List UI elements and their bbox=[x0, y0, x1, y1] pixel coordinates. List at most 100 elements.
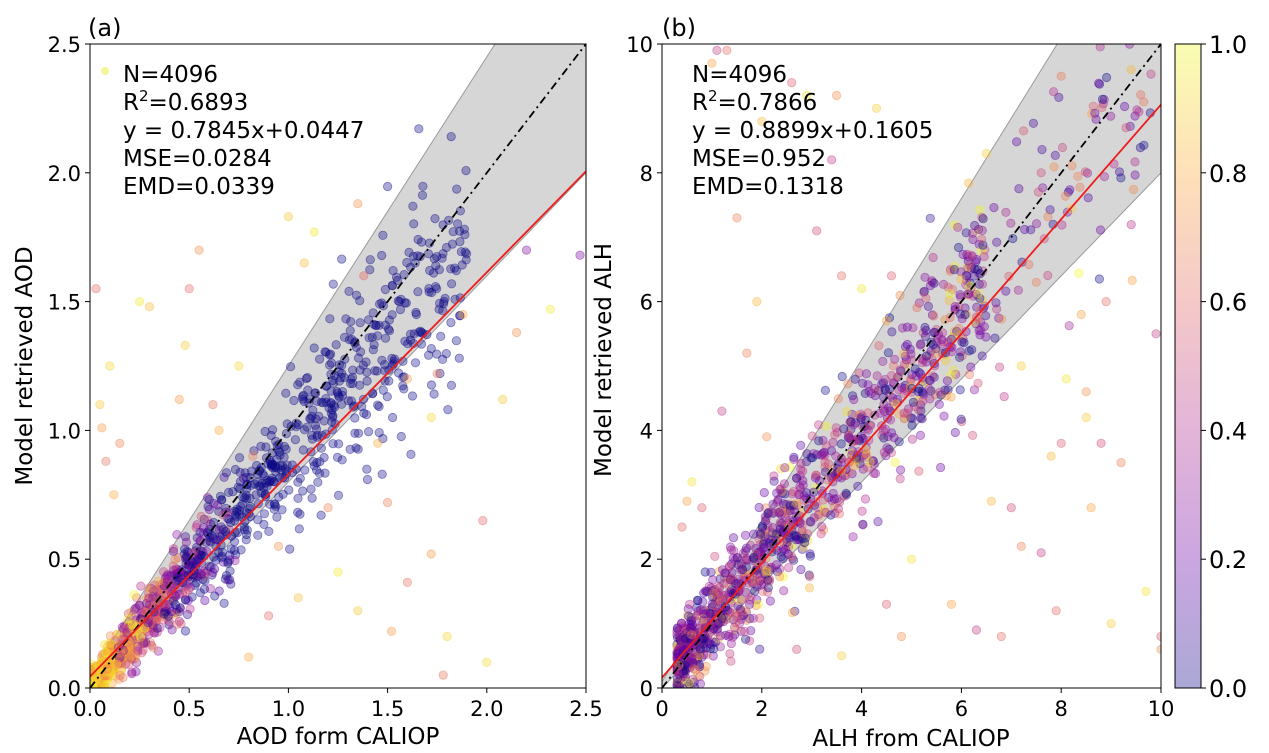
scatter-point bbox=[93, 680, 103, 688]
scatter-point bbox=[1050, 150, 1060, 160]
scatter-point bbox=[208, 399, 218, 410]
scatter-point bbox=[336, 372, 346, 383]
scatter-point bbox=[1036, 548, 1046, 558]
scatter-point bbox=[181, 537, 191, 547]
scatter-point bbox=[161, 606, 171, 617]
scatter-point bbox=[265, 499, 275, 509]
scatter-point bbox=[750, 586, 760, 596]
panel-a-stat-equation: y = 0.7845x+0.0447 bbox=[123, 118, 364, 144]
scatter-point bbox=[115, 658, 125, 669]
scatter-point bbox=[146, 622, 157, 633]
scatter-point bbox=[124, 646, 134, 656]
scatter-point bbox=[271, 501, 281, 511]
scatter-point bbox=[269, 504, 279, 514]
scatter-point bbox=[776, 483, 787, 493]
scatter-point bbox=[225, 555, 235, 565]
scatter-point bbox=[386, 626, 397, 636]
scatter-point bbox=[295, 509, 305, 519]
scatter-point bbox=[1111, 11, 1119, 19]
scatter-point bbox=[796, 483, 806, 494]
x-tick-label: 1.5 bbox=[371, 697, 404, 721]
scatter-point bbox=[1138, 16, 1146, 24]
scatter-point bbox=[172, 619, 182, 629]
scatter-point bbox=[888, 361, 899, 371]
scatter-point bbox=[431, 284, 442, 294]
scatter-point bbox=[410, 258, 420, 268]
scatter-point bbox=[1074, 268, 1084, 278]
scatter-point bbox=[124, 640, 134, 651]
scatter-point bbox=[281, 428, 291, 439]
scatter-point bbox=[199, 514, 209, 524]
scatter-point bbox=[164, 599, 174, 609]
scatter-point bbox=[973, 224, 984, 234]
scatter-point bbox=[156, 600, 166, 611]
scatter-point bbox=[448, 227, 458, 237]
scatter-point bbox=[396, 294, 406, 304]
scatter-point bbox=[986, 496, 996, 506]
panel-b-label: (b) bbox=[662, 14, 696, 42]
scatter-point bbox=[437, 253, 447, 263]
scatter-point bbox=[355, 318, 365, 328]
scatter-point bbox=[106, 658, 116, 668]
scatter-point bbox=[340, 354, 350, 364]
scatter-point bbox=[879, 447, 889, 457]
scatter-point bbox=[200, 568, 210, 578]
scatter-point bbox=[163, 611, 173, 621]
scatter-point bbox=[402, 374, 412, 384]
scatter-point bbox=[377, 355, 387, 365]
scatter-point bbox=[93, 670, 103, 680]
scatter-point bbox=[269, 477, 279, 487]
panel-b-stat-r2: R2=0.7866 bbox=[692, 87, 817, 116]
scatter-point bbox=[857, 506, 867, 516]
scatter-point bbox=[946, 599, 957, 609]
scatter-point bbox=[396, 431, 406, 442]
scatter-point bbox=[813, 420, 824, 430]
scatter-point bbox=[314, 354, 325, 364]
scatter-point bbox=[219, 472, 229, 482]
scatter-point bbox=[170, 591, 180, 601]
scatter-point bbox=[311, 414, 321, 424]
scatter-point bbox=[346, 316, 356, 327]
scatter-point bbox=[675, 660, 686, 670]
scatter-point bbox=[90, 664, 100, 674]
scatter-point bbox=[351, 443, 361, 453]
scatter-point bbox=[200, 576, 210, 586]
scatter-point bbox=[138, 645, 148, 655]
scatter-point bbox=[126, 643, 136, 653]
scatter-point bbox=[324, 350, 335, 360]
scatter-point bbox=[320, 468, 330, 478]
scatter-point bbox=[127, 654, 137, 664]
x-tick-label: 0 bbox=[655, 697, 668, 721]
scatter-point bbox=[131, 603, 141, 613]
scatter-point bbox=[778, 572, 789, 582]
scatter-point bbox=[103, 662, 113, 672]
scatter-point bbox=[131, 615, 141, 625]
panel-a-stat-emd: EMD=0.0339 bbox=[123, 174, 275, 200]
scatter-point bbox=[199, 571, 209, 582]
scatter-point bbox=[116, 653, 126, 663]
scatter-point bbox=[337, 254, 347, 264]
scatter-point bbox=[382, 497, 393, 508]
scatter-point bbox=[133, 646, 143, 656]
panel-a-lines bbox=[90, 44, 586, 688]
scatter-point bbox=[143, 621, 153, 631]
scatter-point bbox=[1141, 586, 1151, 597]
scatter-point bbox=[206, 562, 216, 572]
scatter-point bbox=[315, 457, 325, 467]
scatter-point bbox=[848, 532, 858, 542]
scatter-point bbox=[266, 430, 276, 441]
scatter-point bbox=[139, 623, 149, 633]
scatter-point bbox=[446, 380, 457, 390]
scatter-point bbox=[116, 648, 126, 658]
scatter-point bbox=[97, 653, 107, 664]
scatter-point bbox=[293, 593, 303, 603]
scatter-point bbox=[457, 260, 467, 270]
scatter-point bbox=[126, 607, 137, 617]
scatter-point bbox=[686, 616, 696, 626]
scatter-point bbox=[232, 504, 242, 514]
scatter-point bbox=[398, 372, 408, 382]
scatter-point bbox=[119, 646, 130, 656]
scatter-point bbox=[334, 392, 344, 402]
scatter-point bbox=[945, 288, 955, 299]
scatter-point bbox=[1033, 187, 1044, 197]
